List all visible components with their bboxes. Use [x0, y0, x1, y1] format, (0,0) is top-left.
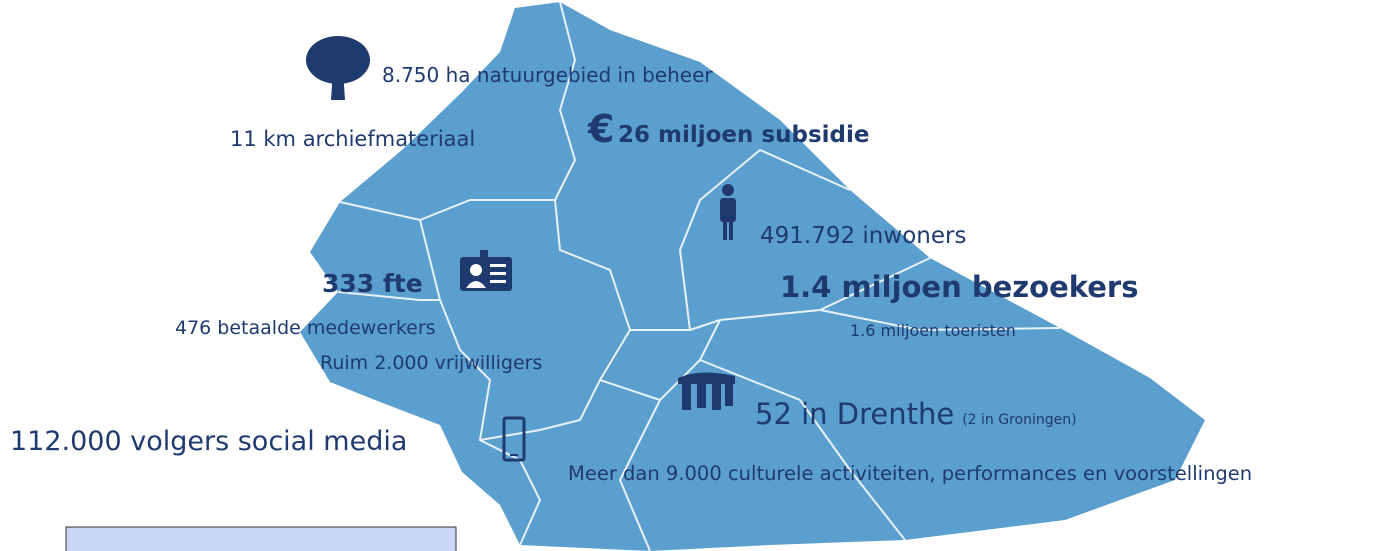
map: [300, 1, 1205, 551]
employees-text: 476 betaalde medewerkers: [175, 317, 436, 339]
id-card-icon: [460, 250, 512, 291]
euro-sign: €: [587, 107, 614, 151]
phone-icon: [502, 416, 526, 462]
person-icon: [720, 184, 736, 240]
activities-text: Meer dan 9.000 culturele activiteiten, p…: [568, 462, 1252, 485]
fte-text: 333 fte: [322, 269, 423, 298]
drenthe-text: 52 in Drenthe: [755, 397, 954, 431]
drenthe-line: 52 in Drenthe (2 in Groningen): [755, 397, 1077, 431]
dolmen-icon: [678, 372, 735, 410]
archive-text: 11 km archiefmateriaal: [230, 127, 475, 151]
volunteers-text: Ruim 2.000 vrijwilligers: [320, 352, 542, 374]
empty-box: [65, 526, 457, 551]
nature-text: 8.750 ha natuurgebied in beheer: [382, 63, 713, 87]
province-shape: [300, 2, 1205, 551]
social-text: 112.000 volgers social media: [10, 426, 407, 457]
visitors-text: 1.4 miljoen bezoekers: [780, 270, 1138, 304]
inhabitants-text: 491.792 inwoners: [760, 223, 966, 249]
groningen-text: (2 in Groningen): [962, 412, 1076, 428]
subsidy-text: 26 miljoen subsidie: [618, 122, 869, 148]
municipal-borders: [337, 1, 1061, 551]
icons: [306, 36, 736, 462]
tree-icon: [306, 36, 370, 100]
tourists-text: 1.6 miljoen toeristen: [850, 321, 1016, 340]
